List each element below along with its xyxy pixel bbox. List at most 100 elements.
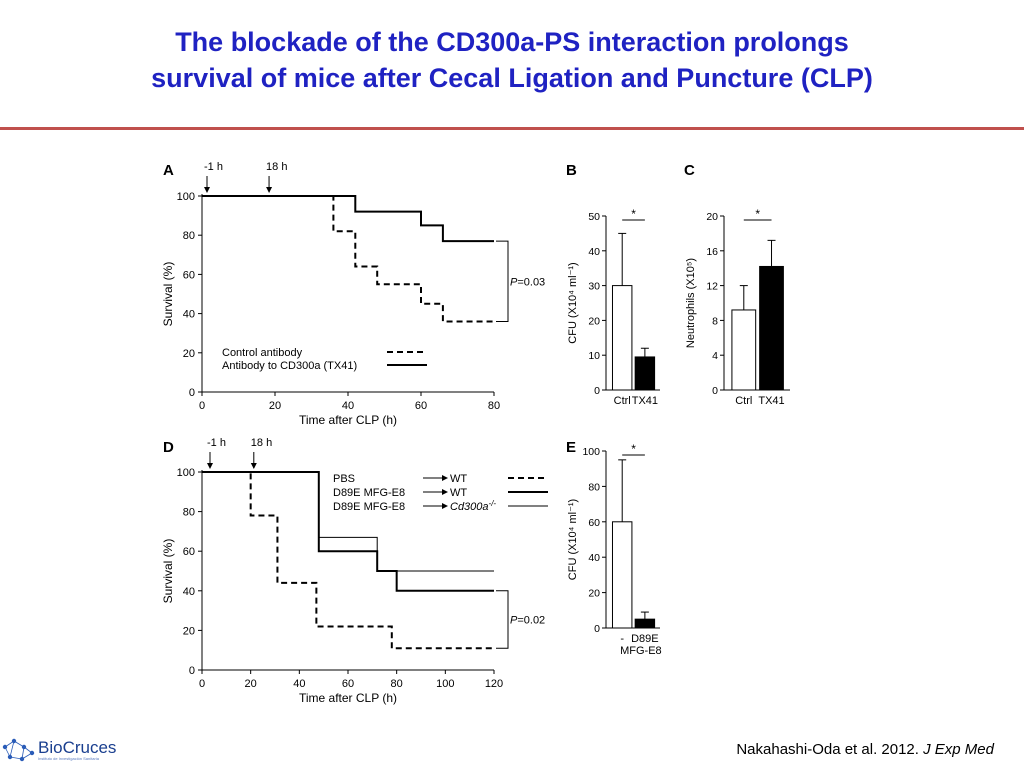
- y-tick-label-E: 40: [588, 552, 600, 564]
- x-tick-label-A: 60: [415, 400, 427, 412]
- y-tick-label-D: 60: [183, 546, 195, 558]
- y-tick-label-B: 20: [588, 315, 600, 327]
- significance-star-B: *: [631, 207, 636, 221]
- x-tick-label-A: 20: [269, 400, 281, 412]
- legend-target-D-0: WT: [450, 473, 467, 485]
- y-tick-label-C: 16: [706, 246, 718, 258]
- y-tick-label-B: 50: [588, 211, 600, 223]
- bar-E-1: [634, 618, 656, 629]
- bar-category-label-E-0: -: [620, 633, 624, 645]
- x-tick-label-D: 40: [293, 678, 305, 690]
- y-tick-label-C: 8: [712, 315, 718, 327]
- bar-category-label-E-1: D89E: [631, 633, 659, 645]
- p-value-bracket-A: [496, 240, 509, 322]
- biocruces-logo-icon: [2, 738, 35, 762]
- x-tick-label-D: 100: [436, 678, 454, 690]
- significance-star-E: *: [631, 442, 636, 456]
- y-tick-label-B: 10: [588, 350, 600, 362]
- y-tick-label-D: 100: [177, 467, 195, 479]
- p-value-A: P=0.03: [510, 276, 545, 288]
- p-value-D: P=0.02: [510, 615, 545, 627]
- legend-target-D-2: Cd300a-/-: [450, 499, 496, 513]
- arrow-head-D: [250, 463, 257, 469]
- x-axis-label-D: Time after CLP (h): [299, 691, 397, 705]
- bar-B-1: [634, 356, 656, 391]
- arrow-label-D: -1 h: [207, 437, 226, 449]
- legend-label-A-1: Antibody to CD300a (TX41): [222, 360, 357, 372]
- legend-arrow-head-D-1: [442, 489, 448, 495]
- y-tick-label-A: 100: [177, 191, 195, 203]
- x-tick-label-D: 0: [199, 678, 205, 690]
- y-tick-label-D: 40: [183, 586, 195, 598]
- y-tick-label-C: 12: [706, 281, 718, 293]
- y-tick-label-B: 40: [588, 246, 600, 258]
- y-tick-label-E: 100: [582, 446, 600, 458]
- bar-category-label-C-1: TX41: [758, 395, 784, 407]
- arrow-head-A: [204, 187, 210, 193]
- y-axis-label-A: Survival (%): [161, 262, 175, 327]
- x-tick-label-A: 40: [342, 400, 354, 412]
- y-axis-label-D: Survival (%): [161, 539, 175, 604]
- p-value-bracket-D: [496, 590, 509, 649]
- x-tick-label-D: 120: [485, 678, 503, 690]
- legend-label-D-0: PBS: [333, 473, 355, 485]
- title-divider: [0, 127, 1024, 130]
- bar-category-label-C-0: Ctrl: [735, 395, 752, 407]
- legend-label-D-2: D89E MFG-E8: [333, 501, 405, 513]
- y-tick-label-B: 0: [594, 385, 600, 397]
- slide-title: The blockade of the CD300a-PS interactio…: [0, 24, 1024, 96]
- logo-name: BioCruces: [38, 738, 117, 757]
- arrow-label-A: 18 h: [266, 161, 287, 173]
- bar-category-sublabel-E: MFG-E8: [620, 645, 662, 657]
- y-tick-label-C: 0: [712, 385, 718, 397]
- legend-arrow-head-D-2: [442, 503, 448, 509]
- x-tick-label-D: 20: [245, 678, 257, 690]
- arrow-head-D: [207, 463, 213, 469]
- bar-C-1: [759, 265, 784, 391]
- legend-label-D-1: D89E MFG-E8: [333, 487, 405, 499]
- panel-label-B: B: [566, 162, 577, 179]
- x-tick-label-A: 0: [199, 400, 205, 412]
- survival-curve-D-2: [202, 471, 494, 572]
- y-tick-label-D: 20: [183, 625, 195, 637]
- bar-category-label-B-1: TX41: [632, 395, 658, 407]
- y-tick-label-E: 0: [594, 623, 600, 635]
- y-tick-label-A: 80: [183, 230, 195, 242]
- y-tick-label-B: 30: [588, 281, 600, 293]
- y-tick-label-E: 60: [588, 517, 600, 529]
- y-tick-label-E: 20: [588, 588, 600, 600]
- x-tick-label-A: 80: [488, 400, 500, 412]
- arrow-label-D: 18 h: [251, 437, 272, 449]
- x-axis-label-A: Time after CLP (h): [299, 413, 397, 427]
- y-axis-label-C: Neutrophils (X10⁵): [685, 258, 697, 348]
- y-tick-label-D: 80: [183, 507, 195, 519]
- panel-label-D: D: [163, 439, 174, 456]
- arrow-label-A: -1 h: [204, 161, 223, 173]
- panel-label-E: E: [566, 439, 576, 456]
- arrow-head-A: [266, 187, 273, 193]
- bar-E-0: [611, 521, 633, 629]
- legend-label-A-0: Control antibody: [222, 347, 303, 359]
- y-tick-label-D: 0: [189, 665, 195, 677]
- citation-prefix: Nakahashi-Oda et al. 2012.: [736, 741, 919, 758]
- y-tick-label-C: 20: [706, 211, 718, 223]
- y-tick-label-A: 60: [183, 269, 195, 281]
- legend-arrow-head-D-0: [442, 475, 448, 481]
- survival-curve-A-0: [202, 195, 494, 323]
- y-tick-label-A: 0: [189, 387, 195, 399]
- title-line-1: The blockade of the CD300a-PS interactio…: [175, 27, 849, 57]
- survival-curve-D-0: [202, 471, 494, 650]
- citation-journal: J Exp Med: [923, 741, 994, 758]
- y-tick-label-E: 80: [588, 481, 600, 493]
- y-tick-label-A: 20: [183, 348, 195, 360]
- panel-label-A: A: [163, 162, 174, 179]
- panel-label-C: C: [684, 162, 695, 179]
- bar-category-label-B-0: Ctrl: [614, 395, 631, 407]
- y-tick-label-C: 4: [712, 350, 718, 362]
- y-tick-label-A: 40: [183, 309, 195, 321]
- legend-target-D-1: WT: [450, 487, 467, 499]
- y-axis-label-E: CFU (X10⁴ ml⁻¹): [567, 499, 579, 580]
- logo-subtext: Instituto de Investigación Sanitaria: [38, 756, 99, 761]
- bar-B-0: [611, 285, 633, 391]
